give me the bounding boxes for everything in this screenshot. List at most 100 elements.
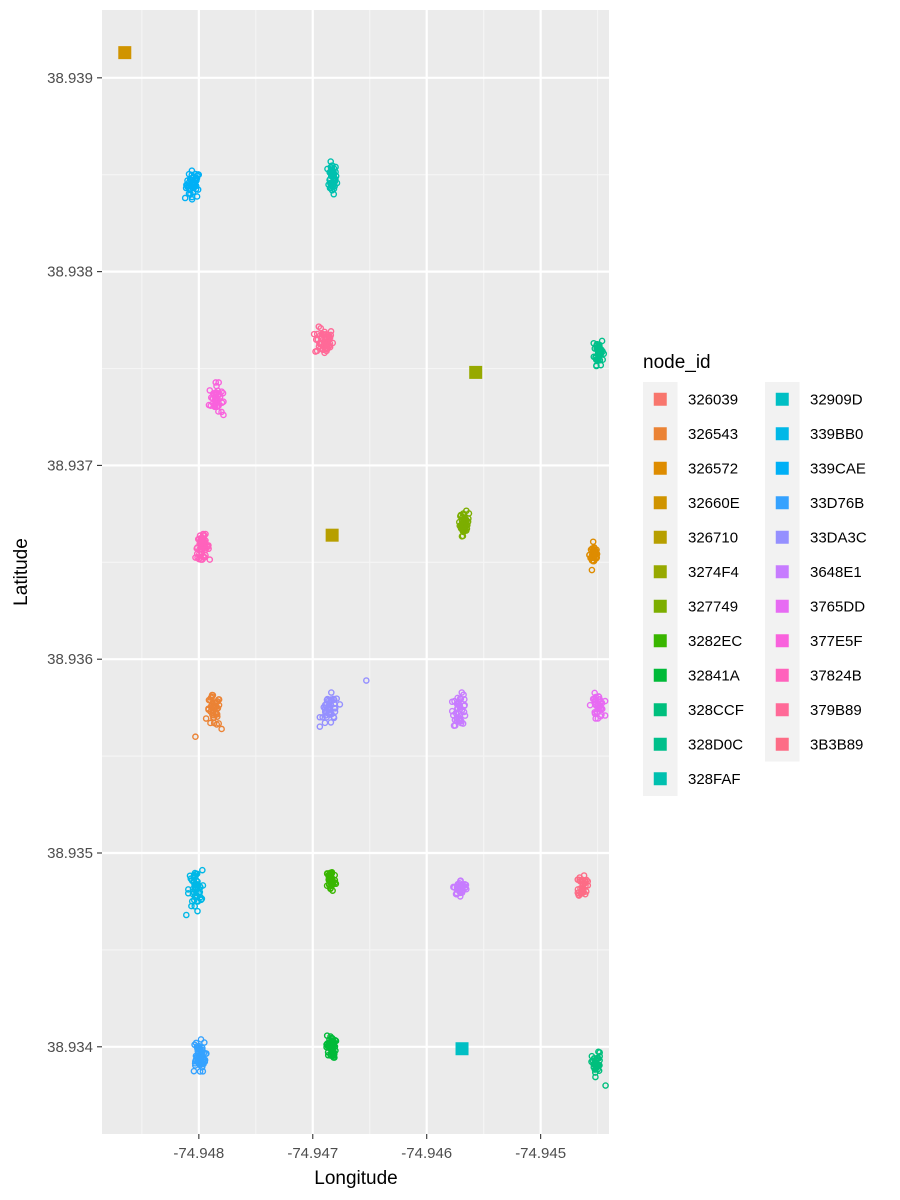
legend-swatch: [775, 392, 789, 406]
y-tick-label: 38.937: [47, 457, 93, 474]
panel-background: [102, 10, 609, 1134]
data-point: [325, 335, 333, 342]
data-point: [207, 694, 215, 702]
data-point: [200, 554, 208, 561]
data-points: [118, 46, 609, 1089]
data-point: [193, 550, 201, 558]
legend-swatch: [775, 599, 789, 613]
data-point: [329, 1035, 336, 1042]
legend-swatch: [653, 772, 667, 786]
data-point: [327, 182, 335, 189]
data-point: [211, 403, 219, 410]
data-point: [326, 1036, 333, 1043]
y-tick-label: 38.934: [47, 1039, 93, 1056]
data-point: [595, 1048, 602, 1056]
data-point: [213, 382, 220, 390]
data-point: [451, 716, 459, 724]
data-point: [601, 712, 609, 719]
legend-swatch: [775, 737, 789, 751]
legend-label: 377E5F: [810, 633, 863, 650]
data-point: [201, 1058, 209, 1066]
data-point: [329, 169, 337, 177]
data-point: [327, 719, 335, 726]
data-point: [190, 896, 198, 904]
data-point: [579, 876, 587, 884]
data-point: [320, 703, 328, 711]
data-point: [201, 1039, 208, 1046]
legend-swatch: [653, 530, 667, 544]
data-point: [205, 401, 213, 409]
data-point: [190, 1067, 198, 1075]
legend-label: 3648E1: [810, 564, 862, 581]
y-tick-label: 38.935: [47, 845, 93, 862]
data-point: [457, 877, 464, 884]
data-point: [202, 545, 210, 552]
data-point: [326, 874, 333, 882]
data-point: [591, 708, 599, 716]
data-point: [328, 710, 335, 718]
data-point: [213, 710, 220, 718]
data-point-square: [469, 365, 483, 379]
data-point: [463, 507, 470, 515]
data-point: [214, 403, 221, 410]
data-point: [326, 701, 333, 709]
data-point: [209, 395, 217, 403]
legend-label: 32841A: [688, 668, 740, 685]
legend-swatch: [775, 496, 789, 510]
legend-label: 32909D: [810, 392, 863, 409]
data-point: [600, 350, 608, 358]
data-point: [331, 705, 339, 712]
data-point-square: [325, 528, 339, 542]
x-tick-label: -74.947: [287, 1145, 338, 1162]
legend-swatch: [653, 668, 667, 682]
data-point: [593, 362, 600, 370]
data-point: [327, 698, 334, 705]
legend-swatch: [775, 530, 789, 544]
data-point-square: [118, 46, 132, 60]
legend-label: 3274F4: [688, 564, 739, 581]
data-point: [185, 886, 192, 893]
data-point: [199, 866, 206, 874]
data-point: [184, 889, 192, 897]
x-axis-title: Longitude: [314, 1168, 397, 1189]
data-point: [328, 162, 336, 169]
legend-label: 327749: [688, 599, 738, 616]
legend-swatch: [653, 461, 667, 475]
legend-swatch: [653, 565, 667, 579]
legend-label: 326572: [688, 461, 738, 478]
x-axis-ticks: -74.948 -74.947 -74.946 -74.945: [173, 1134, 566, 1162]
data-point: [457, 719, 465, 727]
data-point: [194, 1053, 201, 1060]
data-point: [456, 705, 464, 713]
data-point: [459, 521, 466, 529]
legend-swatch: [653, 634, 667, 648]
legend-swatch: [775, 427, 789, 441]
data-point: [328, 1045, 335, 1052]
data-point: [191, 902, 199, 910]
data-point: [591, 1069, 599, 1076]
legend-swatch: [653, 427, 667, 441]
data-point: [461, 527, 468, 535]
x-tick-label: -74.948: [173, 1145, 224, 1162]
data-point: [319, 331, 327, 338]
data-point: [594, 356, 602, 364]
data-point: [329, 1042, 337, 1049]
data-point: [327, 328, 335, 335]
data-point: [331, 178, 339, 185]
data-point: [328, 880, 336, 887]
legend-label: 328D0C: [688, 737, 743, 754]
data-point: [597, 346, 604, 354]
data-point: [212, 379, 220, 386]
data-point: [183, 911, 190, 919]
data-point: [214, 704, 222, 712]
legend-label: 326543: [688, 426, 738, 443]
y-axis-ticks: 38.934 38.935 38.936 38.937 38.938 38.939: [47, 70, 102, 1056]
data-point: [332, 880, 340, 888]
data-point: [206, 556, 214, 563]
data-point: [218, 725, 225, 733]
data-point: [189, 184, 196, 192]
data-point: [589, 549, 596, 557]
data-point: [579, 884, 586, 892]
data-point: [218, 408, 225, 416]
data-point: [332, 168, 339, 176]
